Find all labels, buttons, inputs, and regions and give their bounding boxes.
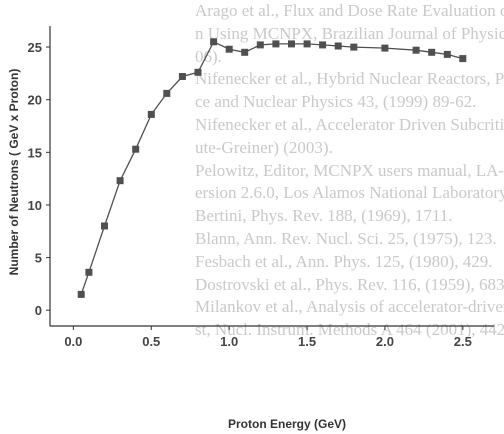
x-tick-label: 1.0 xyxy=(220,334,238,349)
x-tick-label: 2.5 xyxy=(454,334,472,349)
data-point-marker xyxy=(256,41,264,49)
bg-text-line: ersion 2.6.0, Los Alamos National Labora… xyxy=(195,183,504,203)
bg-text-line: Milankov et al., Analysis of accelerator… xyxy=(195,297,504,317)
bg-text-line: Dostrovski et al., Phys. Rev. 116, (1959… xyxy=(195,274,504,294)
series-line xyxy=(80,40,463,295)
x-tick-label: 2.0 xyxy=(376,334,394,349)
bg-text-line: Pelowitz, Editor, MCNPX users manual, LA… xyxy=(195,160,504,180)
data-point-marker xyxy=(303,40,311,48)
data-point-marker xyxy=(101,222,108,230)
data-point-marker xyxy=(132,145,140,153)
data-point-marker xyxy=(272,40,280,48)
y-tick-label: 5 xyxy=(35,251,42,266)
bg-text-line: Nifenecker et al., Accelerator Driven Su… xyxy=(195,114,504,134)
x-tick-label: 1.5 xyxy=(298,334,316,349)
data-point-marker xyxy=(428,48,436,56)
x-tick-label: 0.0 xyxy=(64,334,82,349)
y-axis-title: Number of Neutrons ( GeV x Proton) xyxy=(7,69,21,276)
data-point-marker xyxy=(319,41,327,49)
y-tick-label: 15 xyxy=(28,145,42,160)
bg-text-line: 06). xyxy=(195,46,222,66)
data-point-marker xyxy=(178,73,186,80)
data-point-marker xyxy=(443,50,451,58)
y-tick-label: 10 xyxy=(28,198,42,213)
y-tick-label: 25 xyxy=(28,40,42,55)
data-point-marker xyxy=(334,42,342,50)
y-axis-ticks: 0 5 10 15 20 25 xyxy=(28,40,50,318)
data-point-marker xyxy=(85,268,93,276)
background-text-bleedthrough: Arago et al., Flux and Dose Rate Evaluat… xyxy=(195,0,504,434)
bg-text-line: Arago et al., Flux and Dose Rate Evaluat… xyxy=(195,1,504,20)
x-axis-title: Proton Energy (GeV) xyxy=(228,417,346,431)
data-point-marker xyxy=(147,110,155,118)
bg-text-line: Nifenecker et al., Hybrid Nuclear Reacto… xyxy=(195,69,504,89)
data-point-marker xyxy=(381,44,389,52)
bg-text-line: Bertini, Phys. Rev. 188, (1969), 1711. xyxy=(195,206,453,226)
bg-text-line: st, Nucl. Instrum. Methods A 464 (2001),… xyxy=(195,320,504,340)
data-point-marker xyxy=(77,290,85,298)
bg-text-line: ute-Greiner) (2003). xyxy=(195,137,333,157)
data-point-marker xyxy=(241,48,249,56)
data-point-marker xyxy=(210,38,218,46)
bg-text-line: Fesbach et al., Ann. Phys. 125, (1980), … xyxy=(195,251,493,271)
axes xyxy=(49,26,494,327)
data-point-marker xyxy=(459,55,467,63)
data-point-marker xyxy=(288,40,295,48)
data-point-marker xyxy=(194,68,202,76)
data-point-marker xyxy=(163,89,171,97)
y-tick-label: 20 xyxy=(28,93,42,108)
series-group xyxy=(77,38,467,298)
data-point-marker xyxy=(116,177,124,185)
data-point-marker xyxy=(350,43,358,51)
bg-text-line: Blann, Ann. Rev. Nucl. Sci. 25, (1975), … xyxy=(195,228,497,248)
bg-text-line: n Using MCNPX, Brazilian Journal of Phys… xyxy=(195,23,504,43)
y-tick-label: 0 xyxy=(35,303,42,318)
data-point-marker xyxy=(225,45,233,53)
bg-text-line: ce and Nuclear Physics 43, (1999) 89-62. xyxy=(195,92,477,112)
x-axis-ticks: 0.0 0.5 1.0 1.5 2.0 2.5 xyxy=(64,326,472,349)
data-point-marker xyxy=(412,46,420,54)
x-tick-label: 0.5 xyxy=(142,334,160,349)
